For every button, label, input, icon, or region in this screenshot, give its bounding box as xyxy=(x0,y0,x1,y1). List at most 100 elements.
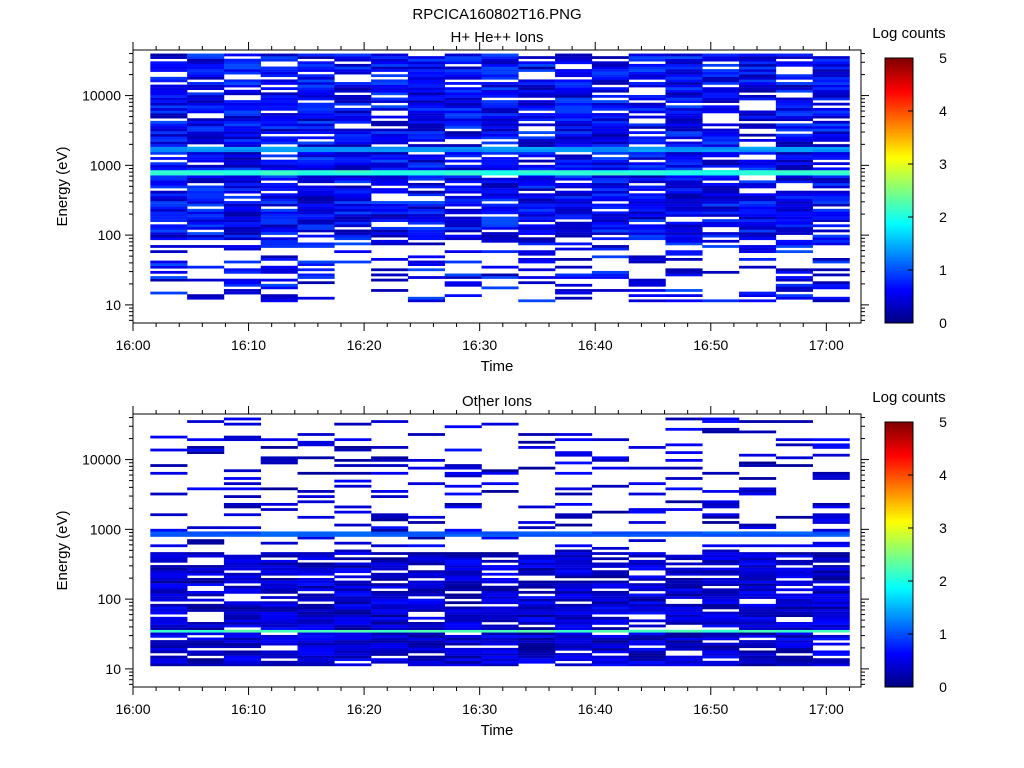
heatmap-cell xyxy=(334,510,372,514)
heatmap-cell xyxy=(150,650,188,654)
heatmap-cell xyxy=(187,526,225,530)
heatmap-cell xyxy=(150,113,188,116)
heatmap-cell xyxy=(371,278,409,282)
heatmap-cell xyxy=(555,144,593,147)
heatmap-cell xyxy=(481,141,519,145)
heatmap-cell xyxy=(555,157,593,160)
heatmap-cell xyxy=(628,655,666,659)
heatmap-cell xyxy=(297,188,335,191)
heatmap-cell xyxy=(739,216,777,220)
heatmap-cell xyxy=(187,232,225,235)
heatmap-cell xyxy=(444,559,482,563)
heatmap-cell xyxy=(665,87,703,90)
heatmap-cell xyxy=(334,549,372,553)
heatmap-cell xyxy=(260,458,298,462)
heatmap-cell xyxy=(407,552,445,555)
heatmap-cell xyxy=(775,294,813,298)
heatmap-cell xyxy=(481,188,519,191)
heatmap-cell xyxy=(187,154,225,158)
heatmap-cell xyxy=(591,637,629,641)
heatmap-cell xyxy=(702,198,740,202)
heatmap-cell xyxy=(407,76,445,80)
heatmap-cell xyxy=(187,214,225,217)
heatmap-cell xyxy=(665,146,703,150)
heatmap-cell xyxy=(739,226,777,230)
heatmap-cell xyxy=(187,185,225,189)
heatmap-cell xyxy=(297,92,335,96)
heatmap-cell xyxy=(223,232,262,235)
heatmap-cell xyxy=(297,647,335,651)
heatmap-cell xyxy=(223,185,262,189)
heatmap-cell xyxy=(334,464,372,467)
heatmap-cell xyxy=(407,554,445,558)
heatmap-cell xyxy=(628,255,666,259)
heatmap-cell xyxy=(444,650,482,654)
heatmap-cell xyxy=(628,219,666,222)
heatmap-cell xyxy=(187,552,225,555)
heatmap-cell xyxy=(591,214,629,217)
heatmap-cell xyxy=(334,606,372,610)
heatmap-cell xyxy=(223,559,262,563)
heatmap-cell xyxy=(371,490,409,493)
heatmap-cell xyxy=(407,299,445,303)
heatmap-cell xyxy=(444,89,482,93)
heatmap-cell xyxy=(739,464,777,467)
heatmap-cell xyxy=(407,201,445,204)
heatmap-cell xyxy=(297,531,335,535)
heatmap-cell xyxy=(555,629,593,633)
heatmap-cell xyxy=(444,606,482,610)
heatmap-cell xyxy=(334,624,372,628)
heatmap-cell xyxy=(260,596,298,599)
heatmap-cell xyxy=(407,640,445,643)
heatmap-cell xyxy=(371,629,409,633)
heatmap-cell xyxy=(150,203,188,207)
colorbar-swatch xyxy=(885,232,913,236)
heatmap-cell xyxy=(481,58,519,62)
heatmap-cell xyxy=(775,598,813,602)
heatmap-cell xyxy=(628,136,666,140)
heatmap-cell xyxy=(260,570,298,574)
heatmap-cell xyxy=(187,190,225,194)
heatmap-cell xyxy=(187,653,225,656)
heatmap-cell xyxy=(555,133,593,137)
heatmap-cell xyxy=(591,190,629,194)
heatmap-cell xyxy=(444,82,482,85)
heatmap-cell xyxy=(223,138,262,142)
heatmap-cell xyxy=(812,624,850,628)
heatmap-cell xyxy=(444,229,482,233)
heatmap-cell xyxy=(260,115,298,119)
heatmap-cell xyxy=(407,606,445,610)
heatmap-cell xyxy=(739,614,777,618)
heatmap-cell xyxy=(260,619,298,623)
heatmap-cell xyxy=(665,226,703,230)
heatmap-cell xyxy=(591,658,629,662)
heatmap-cell xyxy=(223,224,262,228)
heatmap-cell xyxy=(187,294,225,298)
heatmap-cell xyxy=(775,203,813,207)
heatmap-cell xyxy=(223,126,262,129)
colorbar-swatch xyxy=(885,192,913,196)
heatmap-cell xyxy=(371,567,409,571)
heatmap-cell xyxy=(371,182,409,186)
heatmap-cell xyxy=(187,448,225,452)
heatmap-cell xyxy=(628,180,666,184)
heatmap-cell xyxy=(555,593,593,597)
heatmap-cell xyxy=(591,162,629,166)
colorbar-swatch xyxy=(885,574,913,577)
heatmap-cell xyxy=(260,653,298,656)
heatmap-cell xyxy=(812,76,850,80)
heatmap-cell xyxy=(297,82,335,85)
heatmap-cell xyxy=(702,170,740,173)
heatmap-cell xyxy=(260,268,298,272)
heatmap-cell xyxy=(518,642,556,646)
heatmap-cell xyxy=(407,159,445,163)
heatmap-cell xyxy=(371,208,409,212)
heatmap-cell xyxy=(297,141,335,145)
heatmap-cell xyxy=(702,544,740,548)
heatmap-cell xyxy=(297,627,335,630)
heatmap-cell xyxy=(223,110,262,114)
heatmap-cell xyxy=(702,637,740,641)
heatmap-cell xyxy=(591,74,629,78)
heatmap-cell xyxy=(407,164,445,168)
heatmap-cell xyxy=(371,201,409,204)
